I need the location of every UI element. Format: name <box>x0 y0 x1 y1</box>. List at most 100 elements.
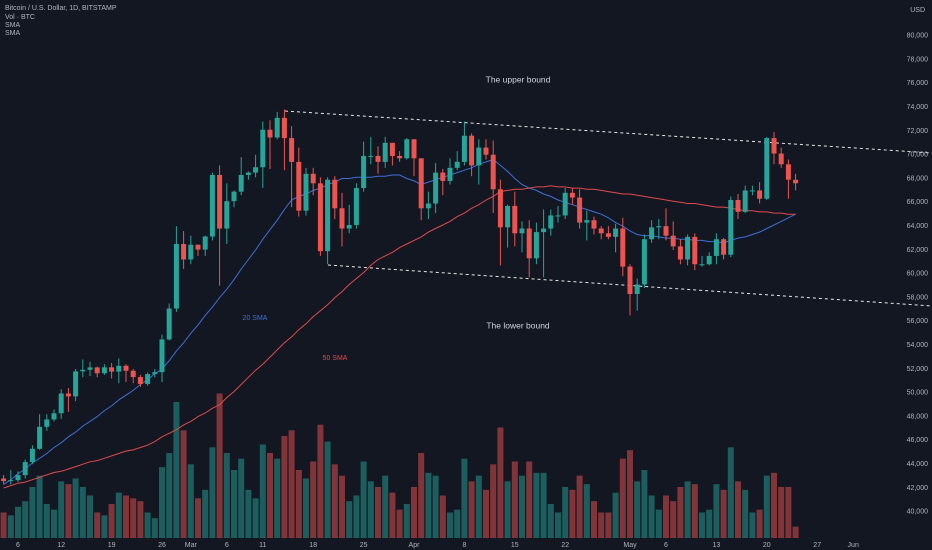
candle-body <box>605 233 611 237</box>
volume-bar <box>115 492 122 538</box>
candle-body <box>461 135 467 162</box>
candle-body <box>145 374 151 384</box>
volume-bar <box>22 501 29 538</box>
volume-bar <box>317 424 324 538</box>
candle-body <box>656 226 662 228</box>
candle-body <box>137 377 143 384</box>
volume-bar <box>166 453 173 538</box>
volume-bar <box>749 512 756 538</box>
volume-bar <box>288 430 295 538</box>
volume-bar <box>785 487 792 538</box>
y-tick-label: 70,000 <box>907 152 929 159</box>
volume-bar <box>339 475 345 538</box>
volume-bar <box>648 495 655 538</box>
y-tick-label: 50,000 <box>907 390 929 397</box>
volume-bar <box>483 489 489 538</box>
volume-bar <box>137 501 144 538</box>
candle-body <box>296 161 302 211</box>
candle-body <box>37 426 43 449</box>
candle-body <box>8 480 14 482</box>
volume-bar <box>346 501 353 538</box>
y-tick-label: 58,000 <box>907 294 929 301</box>
volume-layer <box>0 393 799 538</box>
candle-body <box>411 139 417 159</box>
candle-body <box>346 224 352 229</box>
candle-body <box>476 147 482 166</box>
candle-body <box>490 154 496 190</box>
candle-body <box>44 419 50 427</box>
volume-bar <box>324 441 331 538</box>
volume-bar <box>447 512 453 538</box>
candle-body <box>22 462 28 476</box>
volume-bar <box>281 436 288 538</box>
volume-bar <box>519 475 525 538</box>
volume-bar <box>763 475 770 538</box>
y-tick-label: 80,000 <box>907 33 929 40</box>
volume-bar <box>29 487 36 538</box>
volume-bar <box>303 478 309 538</box>
volume-bar <box>713 484 720 538</box>
candle-body <box>29 448 35 463</box>
volume-bar <box>612 492 619 538</box>
candle-body <box>541 228 547 233</box>
x-tick-label: May <box>623 542 637 549</box>
volume-bar <box>641 470 648 538</box>
volume-bar <box>123 495 129 538</box>
volume-bar <box>238 458 245 538</box>
candle-body <box>699 264 705 266</box>
candle-body <box>447 167 453 181</box>
volume-bar <box>151 518 158 538</box>
candle-body <box>260 129 266 168</box>
candle-body <box>166 308 172 340</box>
candle-body <box>483 147 489 155</box>
volume-bar <box>468 481 475 538</box>
volume-bar <box>591 501 597 538</box>
volume-bar <box>511 461 518 538</box>
volume-bar <box>202 489 209 538</box>
volume-bar <box>490 464 497 538</box>
candle-body <box>123 365 129 371</box>
volume-bar <box>562 487 569 538</box>
x-tick-label: 8 <box>462 542 466 549</box>
volume-bar <box>771 472 777 538</box>
candle-body <box>692 236 698 265</box>
candle-body <box>728 199 734 255</box>
volume-bar <box>461 458 468 538</box>
candle-body <box>195 244 201 250</box>
candle-body <box>1 478 7 482</box>
candle-body <box>512 205 518 234</box>
candle-body <box>569 192 575 198</box>
volume-bar <box>727 447 734 538</box>
candle-body <box>749 190 755 192</box>
volume-bar <box>605 512 612 538</box>
candle-body <box>613 228 619 237</box>
candle-body <box>209 174 215 237</box>
candle-body <box>634 284 640 294</box>
volume-bar <box>130 498 137 538</box>
volume-bar <box>598 512 605 538</box>
x-tick-label: 6 <box>664 542 668 549</box>
volume-bar <box>43 504 50 538</box>
candle-body <box>548 215 554 229</box>
candle-body <box>533 232 539 259</box>
volume-bar <box>94 512 101 538</box>
candle-body <box>267 129 273 138</box>
candle-body <box>735 199 741 212</box>
candle-body <box>620 228 626 267</box>
candle-body <box>562 192 568 216</box>
volume-bar <box>51 509 57 538</box>
volume-bar <box>425 472 432 538</box>
chart-title: Bitcoin / U.S. Dollar, 1D, BITSTAMP <box>5 5 117 12</box>
candle-body <box>649 227 655 240</box>
candle-body <box>87 367 93 370</box>
x-tick-label: 11 <box>259 542 266 549</box>
y-tick-label: 56,000 <box>907 318 929 325</box>
axes-layer: 40,000 42,000 44,000 46,000 48,000 50,000 52,0… <box>16 33 928 549</box>
candle-body <box>505 205 511 228</box>
x-tick-label: Mar <box>185 542 198 549</box>
candle-body <box>58 393 64 414</box>
candle-layer <box>1 109 799 485</box>
candle-body <box>591 220 597 229</box>
candle-body <box>764 138 770 199</box>
